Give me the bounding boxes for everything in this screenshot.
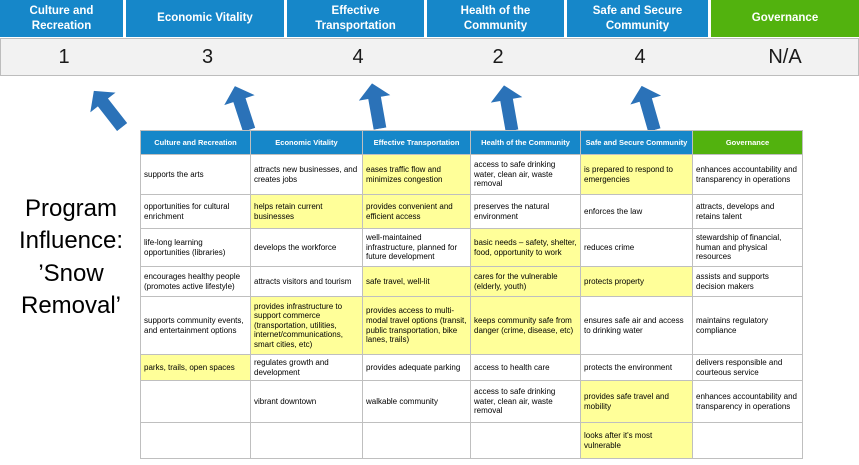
pillar-header: Culture and Recreation — [0, 0, 126, 37]
matrix-column-header: Health of the Community — [470, 130, 581, 155]
matrix-cell: maintains regulatory compliance — [692, 296, 803, 355]
pillar-score: 4 — [634, 45, 646, 68]
matrix-cell: cares for the vulnerable (elderly, youth… — [470, 266, 581, 297]
program-influence-matrix: Culture and Recreation Economic Vitality E… — [140, 130, 803, 459]
matrix-cell: supports community events, and entertain… — [140, 296, 251, 355]
matrix-cell — [140, 422, 251, 459]
table-row: parks, trails, open spaces regulates grow… — [140, 354, 803, 381]
matrix-column-header: Governance — [692, 130, 803, 155]
table-row: encourages healthy people (promotes acti… — [140, 266, 803, 297]
matrix-cell: attracts, develops and retains talent — [692, 194, 803, 229]
pillar-header-row: Culture and Recreation Economic Vitality E… — [0, 0, 859, 37]
matrix-cell: provides infrastructure to support comme… — [250, 296, 363, 355]
matrix-cell: enhances accountability and transparency… — [692, 380, 803, 423]
matrix-cell: regulates growth and development — [250, 354, 363, 381]
program-influence-title: Program Influence: ’Snow Removal’ — [18, 195, 124, 320]
pillar-score: 3 — [201, 45, 214, 68]
matrix-cell: vibrant downtown — [250, 380, 363, 423]
matrix-cell: looks after it's most vulnerable — [580, 422, 693, 459]
table-row: vibrant downtown walkable community access… — [140, 380, 803, 423]
matrix-cell: provides adequate parking — [362, 354, 471, 381]
matrix-cell: protects property — [580, 266, 693, 297]
matrix-cell: basic needs – safety, shelter, food, opp… — [470, 228, 581, 267]
matrix-cell: reduces crime — [580, 228, 693, 267]
matrix-cell: keeps community safe from danger (crime,… — [470, 296, 581, 355]
table-row: supports the arts attracts new businesses… — [140, 154, 803, 195]
matrix-cell: is prepared to respond to emergencies — [580, 154, 693, 195]
matrix-cell: delivers responsible and courteous servi… — [692, 354, 803, 381]
pillar-score: 2 — [492, 45, 504, 68]
matrix-cell: attracts visitors and tourism — [250, 266, 363, 297]
matrix-cell — [250, 422, 363, 459]
matrix-header-row: Culture and Recreation Economic Vitality E… — [140, 130, 803, 155]
pillar-score: 1 — [58, 45, 70, 68]
matrix-cell: access to safe drinking water, clean air… — [470, 380, 581, 423]
table-row: life-long learning opportunities (librar… — [140, 228, 803, 267]
matrix-cell: provides access to multi-modal travel op… — [362, 296, 471, 355]
matrix-cell: access to health care — [470, 354, 581, 381]
matrix-cell: eases traffic flow and minimizes congest… — [362, 154, 471, 195]
pillar-header: Health of the Community — [427, 0, 567, 37]
pillar-header: Governance — [711, 0, 859, 37]
matrix-cell: stewardship of financial, human and phys… — [692, 228, 803, 267]
matrix-cell: encourages healthy people (promotes acti… — [140, 266, 251, 297]
matrix-cell: enhances accountability and transparency… — [692, 154, 803, 195]
matrix-cell: attracts new businesses, and creates job… — [250, 154, 363, 195]
table-row: opportunities for cultural enrichment hel… — [140, 194, 803, 229]
pillar-score: 4 — [352, 45, 364, 68]
matrix-column-header: Economic Vitality — [250, 130, 363, 155]
matrix-cell: enforces the law — [580, 194, 693, 229]
matrix-cell: walkable community — [362, 380, 471, 423]
pillar-score-row: 1 3 4 2 4 N/A — [0, 38, 859, 76]
matrix-cell: assists and supports decision makers — [692, 266, 803, 297]
matrix-cell: provides safe travel and mobility — [580, 380, 693, 423]
matrix-cell: supports the arts — [140, 154, 251, 195]
matrix-column-header: Culture and Recreation — [140, 130, 251, 155]
matrix-column-header: Effective Transportation — [362, 130, 471, 155]
matrix-cell — [470, 422, 581, 459]
matrix-cell — [692, 422, 803, 459]
matrix-cell: ensures safe air and access to drinking … — [580, 296, 693, 355]
pillar-header: Safe and Secure Community — [567, 0, 711, 37]
arrow-up-icon — [220, 81, 265, 135]
table-row: supports community events, and entertain… — [140, 296, 803, 355]
arrow-up-icon — [488, 83, 528, 134]
matrix-cell: provides convenient and efficient access — [362, 194, 471, 229]
matrix-cell: develops the workforce — [250, 228, 363, 267]
matrix-cell: life-long learning opportunities (librar… — [140, 228, 251, 267]
arrow-up-icon — [626, 81, 669, 134]
matrix-cell — [362, 422, 471, 459]
matrix-cell: well-maintained infrastructure, planned … — [362, 228, 471, 267]
pillar-header: Effective Transportation — [287, 0, 427, 37]
matrix-column-header: Safe and Secure Community — [580, 130, 693, 155]
matrix-cell: protects the environment — [580, 354, 693, 381]
pillar-score: N/A — [768, 45, 802, 68]
pillar-header: Economic Vitality — [126, 0, 287, 37]
arrow-up-icon — [81, 81, 135, 137]
table-row: looks after it's most vulnerable — [140, 422, 803, 459]
matrix-cell: safe travel, well-lit — [362, 266, 471, 297]
matrix-cell: helps retain current businesses — [250, 194, 363, 229]
arrow-up-icon — [356, 81, 396, 132]
matrix-cell: opportunities for cultural enrichment — [140, 194, 251, 229]
matrix-cell — [140, 380, 251, 423]
matrix-cell: preserves the natural environment — [470, 194, 581, 229]
matrix-cell: access to safe drinking water, clean air… — [470, 154, 581, 195]
matrix-cell: parks, trails, open spaces — [140, 354, 251, 381]
